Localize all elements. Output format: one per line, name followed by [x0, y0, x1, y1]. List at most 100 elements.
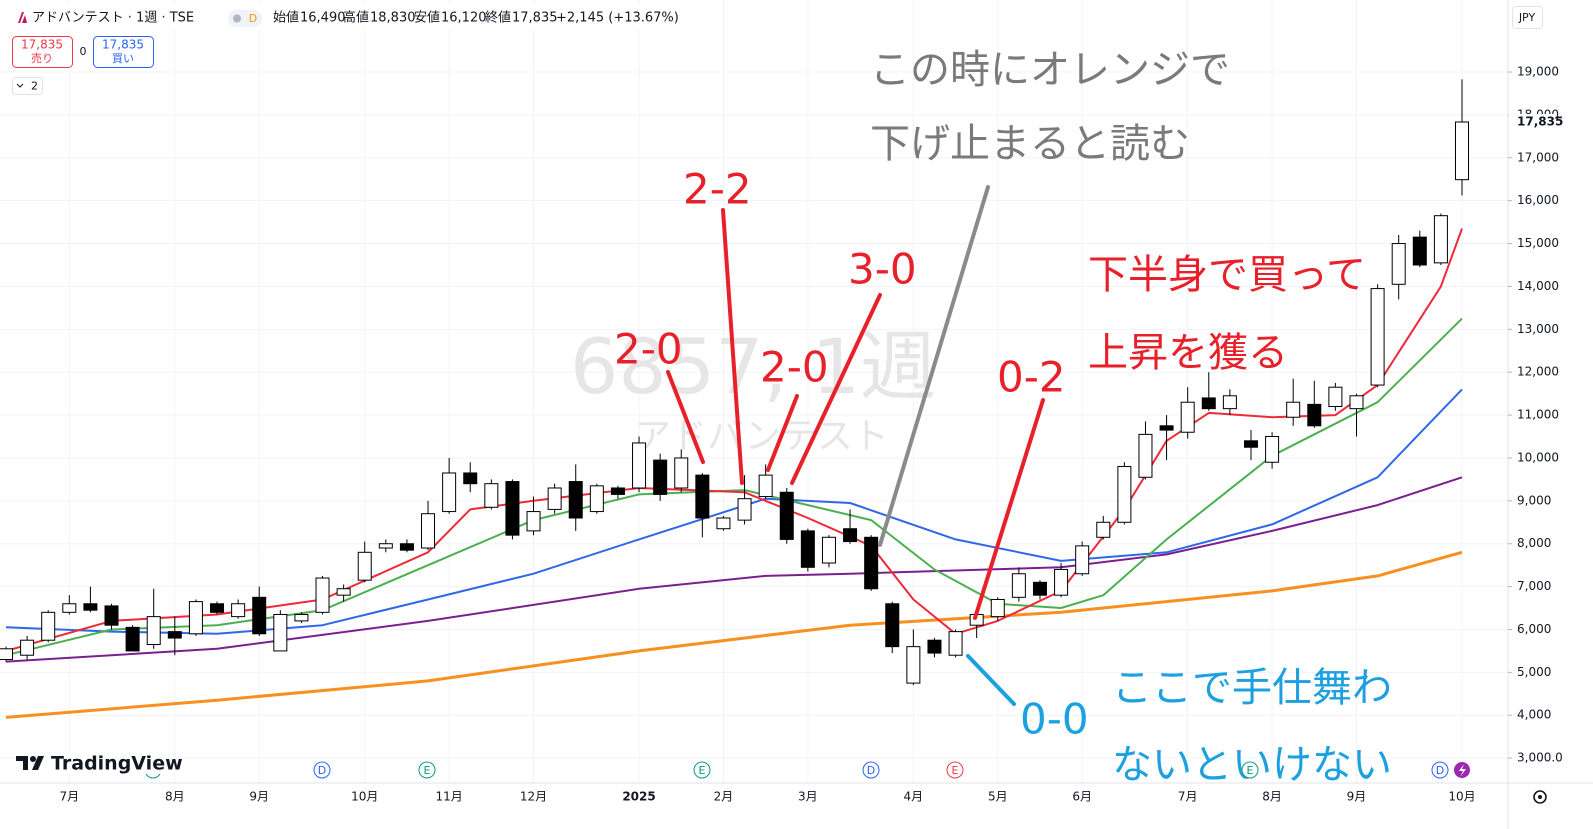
ma-line	[5, 550, 1463, 719]
candle-body	[1117, 466, 1132, 523]
annotation: この時にオレンジで	[870, 47, 1230, 93]
annotation: 2-2	[683, 165, 752, 214]
event-label: E	[699, 764, 706, 777]
currency: JPY	[1518, 11, 1536, 24]
candle-body	[927, 639, 942, 654]
symbol[interactable]: アドバンテスト · 1週 · TSE	[32, 11, 194, 26]
candle-body	[737, 498, 752, 521]
symbol-logo	[18, 12, 27, 23]
candle-body	[1243, 440, 1258, 448]
annotation: 上昇を獲る	[1088, 330, 1288, 376]
x-tick-label: 2月	[714, 790, 734, 804]
ohlc-label: 始値	[273, 10, 299, 26]
event-badge[interactable]	[946, 761, 964, 779]
candle-body	[990, 598, 1005, 618]
candle-body	[800, 530, 815, 568]
candle-body	[779, 491, 794, 540]
annotation-lines	[666, 185, 1045, 706]
x-tick-label: 12月	[520, 790, 547, 804]
event-badge[interactable]	[693, 761, 711, 779]
x-tick-label: 5月	[988, 790, 1008, 804]
candle-body	[1011, 573, 1026, 598]
candle-body	[632, 442, 647, 489]
y-tick-label: 19,000	[1517, 65, 1559, 79]
sell-button[interactable]	[12, 36, 73, 68]
candle-body	[0, 648, 13, 661]
x-tick-label: 10月	[1448, 790, 1475, 804]
annotation: 0-0	[1020, 695, 1089, 744]
event-badge[interactable]	[1431, 761, 1449, 779]
x-tick-label: 8月	[1262, 790, 1282, 804]
x-tick-label: 8月	[165, 790, 185, 804]
event-badge[interactable]	[313, 761, 331, 779]
event-badge[interactable]	[418, 761, 436, 779]
candle-body	[1096, 521, 1111, 538]
ohlc-value: 17,835	[512, 11, 558, 26]
candle-body	[695, 474, 710, 519]
ma-line	[5, 317, 1463, 657]
last-price-label: 17,835	[1517, 114, 1563, 128]
candle-body	[399, 543, 414, 551]
candle-body	[948, 631, 963, 656]
annotation-line	[966, 654, 1016, 706]
candle-body	[674, 457, 689, 489]
candle-body	[885, 603, 900, 648]
event-badge[interactable]	[1241, 761, 1259, 779]
annotation-line	[766, 394, 799, 472]
candle-body	[568, 481, 583, 519]
y-tick-label: 15,000	[1517, 236, 1559, 250]
change: +2,145 (+13.67%)	[556, 11, 679, 26]
annotation-line	[973, 398, 1045, 620]
candle-body	[484, 483, 499, 508]
x-tick-label: 4月	[904, 790, 924, 804]
x-tick-label: 3月	[798, 790, 818, 804]
candle-body	[526, 511, 541, 532]
y-tick-label: 12,000	[1517, 365, 1559, 379]
candle-body	[653, 459, 668, 495]
buy-button[interactable]	[93, 36, 154, 68]
candle-body	[378, 543, 393, 549]
y-tick-label: 8,000	[1517, 536, 1551, 550]
grid	[0, 0, 1508, 783]
candle-body	[20, 639, 35, 656]
ohlc-label: 安値	[414, 10, 440, 26]
candle-body	[1286, 401, 1301, 418]
candle-body	[252, 596, 267, 635]
candle-body	[821, 536, 836, 564]
candle-body	[1328, 386, 1343, 408]
y-tick-label: 14,000	[1517, 279, 1559, 293]
candle-body	[864, 536, 879, 590]
settings-button[interactable]	[1533, 790, 1547, 804]
badge: D	[249, 12, 257, 25]
annotation: 3-0	[848, 245, 917, 294]
event-badge[interactable]	[862, 761, 880, 779]
indicators-toggle[interactable]	[12, 77, 43, 95]
x-tick-label: 9月	[1347, 790, 1367, 804]
y-tick-label: 16,000	[1517, 193, 1559, 207]
currency-button[interactable]	[1512, 6, 1543, 29]
badge-bg[interactable]	[228, 10, 262, 27]
candle-body	[843, 528, 858, 543]
candle-body	[83, 603, 98, 611]
candle-body	[1032, 581, 1047, 596]
x-tick-label: 10月	[351, 790, 378, 804]
candle-body	[1222, 395, 1237, 410]
event-icon-bolt	[1459, 764, 1466, 777]
y-tick-label: 7,000	[1517, 579, 1551, 593]
annotation-line	[666, 370, 705, 464]
candle-body	[589, 485, 604, 513]
ma-line	[5, 476, 1463, 663]
candle-body	[104, 605, 119, 626]
candle-body	[505, 481, 520, 536]
annotation: 下げ止まると読む	[870, 121, 1190, 167]
candle-body	[1307, 403, 1322, 427]
logo: TradingView	[16, 752, 183, 775]
annotation-line	[790, 293, 882, 485]
logo-mark	[16, 756, 28, 770]
candle-body	[1201, 397, 1216, 410]
event-label: E	[424, 764, 431, 777]
ohlc-label: 終値	[485, 10, 511, 26]
watermark-name: アドバンテスト	[635, 416, 889, 457]
candle-body	[442, 472, 457, 513]
spread: 0	[80, 45, 87, 58]
